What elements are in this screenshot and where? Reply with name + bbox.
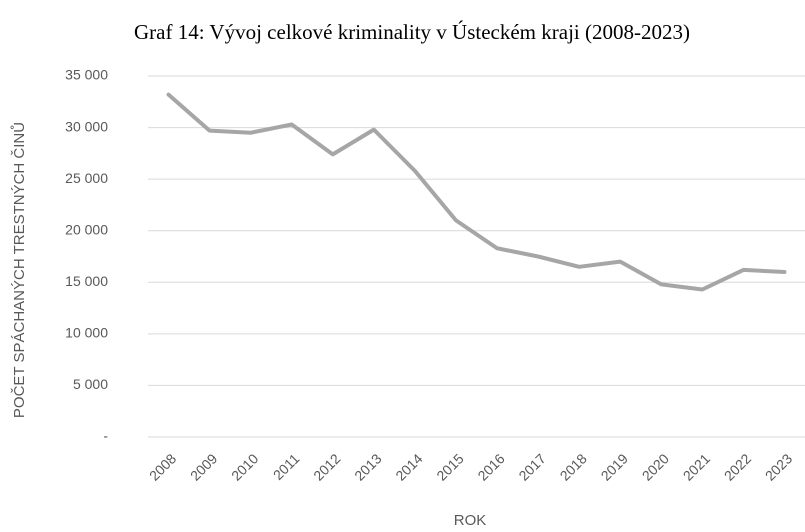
x-tick-label: 2011 bbox=[270, 450, 303, 483]
x-tick-label: 2012 bbox=[310, 450, 343, 483]
x-tick-label: 2008 bbox=[146, 450, 179, 483]
y-tick-label: 35 000 bbox=[65, 67, 108, 83]
y-tick-label: 20 000 bbox=[65, 221, 108, 237]
x-tick-label: 2014 bbox=[392, 450, 425, 483]
x-tick-label: 2010 bbox=[228, 450, 261, 483]
y-tick-label: 10 000 bbox=[65, 325, 108, 341]
x-tick-label: 2016 bbox=[474, 450, 507, 483]
x-tick-label: 2018 bbox=[557, 450, 590, 483]
x-tick-label: 2022 bbox=[721, 450, 754, 483]
x-tick-label: 2009 bbox=[187, 450, 220, 483]
x-tick-label: 2023 bbox=[762, 450, 795, 483]
y-tick-label: 25 000 bbox=[65, 170, 108, 186]
y-tick-label: - bbox=[103, 428, 108, 444]
x-tick-label: 2013 bbox=[351, 450, 384, 483]
y-tick-label: 30 000 bbox=[65, 118, 108, 134]
x-tick-label: 2021 bbox=[680, 450, 713, 483]
data-line bbox=[166, 92, 787, 292]
y-tick-label: 5 000 bbox=[73, 376, 108, 392]
x-tick-label: 2019 bbox=[598, 450, 631, 483]
y-tick-label: 15 000 bbox=[65, 273, 108, 289]
x-axis-title: ROK bbox=[454, 512, 487, 529]
y-axis-title: POČET SPÁCHANÝCH TRESTNÝCH ČINŮ bbox=[10, 122, 28, 418]
x-tick-label: 2015 bbox=[433, 450, 466, 483]
x-tick-label: 2020 bbox=[639, 450, 672, 483]
chart-title: Graf 14: Vývoj celkové kriminality v Úst… bbox=[134, 20, 690, 44]
x-tick-label: 2017 bbox=[515, 450, 548, 483]
